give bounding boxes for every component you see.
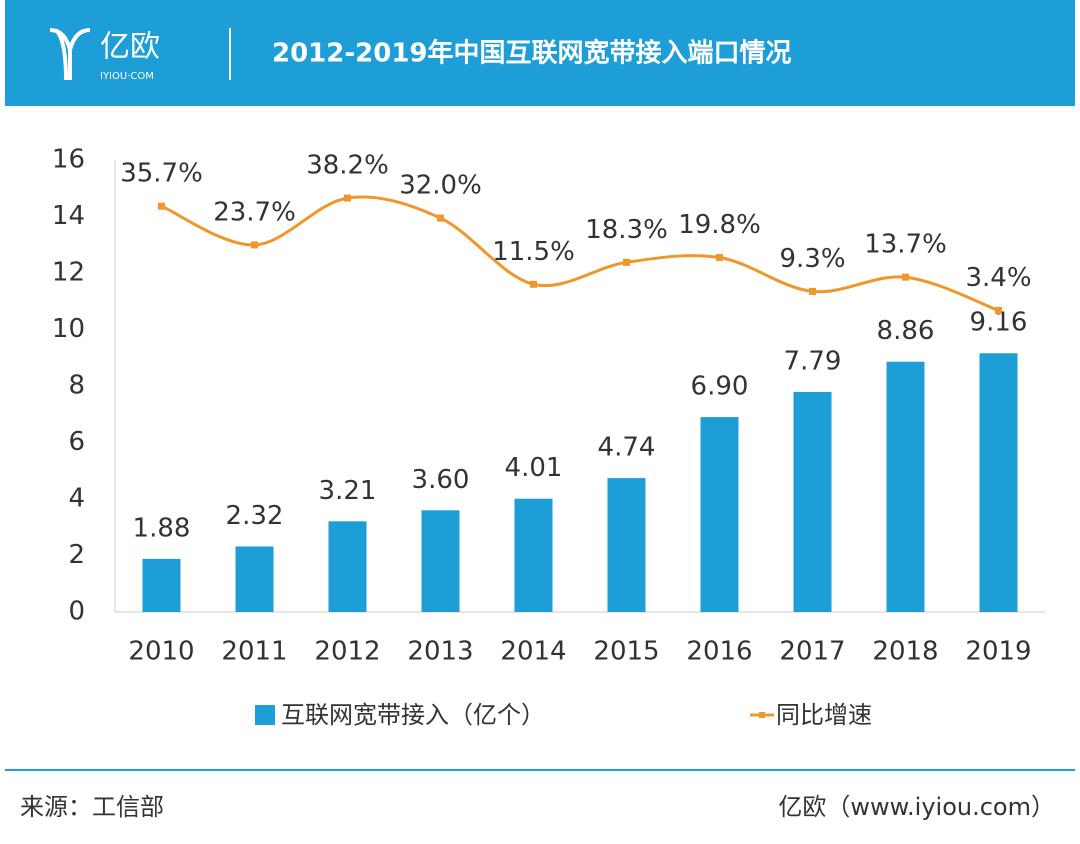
line-marker: [716, 254, 723, 262]
source: 来源：工信部: [20, 793, 164, 821]
x-tick-label: 2015: [593, 637, 659, 667]
bar: [886, 361, 925, 612]
line-value-label: 18.3%: [585, 215, 668, 245]
logo-domain: IYIOU·COM: [100, 71, 154, 82]
line-marker: [902, 273, 909, 281]
x-tick-label: 2011: [221, 637, 287, 667]
y-tick-label: 8: [68, 371, 85, 401]
line-value-label: 9.3%: [779, 244, 845, 274]
line: [160, 195, 1000, 312]
legend-swatch: [759, 712, 765, 718]
bar-value-label: 6.90: [691, 372, 749, 402]
credit: 亿欧（www.iyiou.com）: [778, 793, 1055, 821]
bar: [979, 353, 1018, 612]
bar-value-label: 4.74: [598, 433, 656, 463]
bar-value-label: 1.88: [133, 513, 191, 543]
chart-title: 2012-2019年中国互联网宽带接入端口情况: [272, 38, 792, 69]
legend-swatch: [255, 705, 275, 725]
header-band: [5, 0, 1075, 106]
logo-name: 亿欧: [100, 30, 160, 65]
line-marker: [158, 202, 165, 210]
line-marker: [995, 306, 1002, 314]
line-marker: [530, 280, 537, 288]
bar-value-label: 2.32: [226, 501, 284, 531]
line-value-label: 32.0%: [399, 171, 482, 201]
y-tick-label: 14: [52, 201, 85, 231]
bar-value-label: 4.01: [505, 453, 563, 483]
logo-icon: [49, 28, 91, 81]
line-marker: [623, 258, 630, 266]
line-marker: [251, 241, 258, 249]
bar: [142, 558, 181, 612]
bar: [607, 478, 646, 612]
y-tick-label: 6: [68, 427, 85, 457]
line-marker: [437, 214, 444, 222]
line-value-label: 19.8%: [678, 210, 761, 240]
y-tick-label: 16: [52, 145, 85, 175]
line-value-label: 11.5%: [492, 237, 575, 267]
line-value-label: 13.7%: [864, 230, 947, 260]
x-tick-label: 2013: [407, 637, 473, 667]
x-tick-label: 2016: [686, 637, 752, 667]
line-value-label: 35.7%: [120, 159, 203, 189]
y-tick-label: 12: [52, 258, 85, 288]
bar-value-label: 8.86: [877, 316, 935, 346]
legend-label: 同比增速: [776, 701, 872, 729]
line-value-label: 3.4%: [965, 263, 1031, 293]
y-tick-label: 10: [52, 314, 85, 344]
line-marker: [809, 287, 816, 295]
x-tick-label: 2018: [872, 637, 938, 667]
line-marker: [344, 194, 351, 202]
y-tick-label: 2: [68, 540, 85, 570]
x-tick-label: 2012: [314, 637, 380, 667]
line-value-label: 23.7%: [213, 197, 296, 227]
x-tick-label: 2017: [779, 637, 845, 667]
bar-value-label: 3.21: [319, 476, 377, 506]
x-tick-label: 2014: [500, 637, 566, 667]
legend-label: 互联网宽带接入（亿个）: [281, 701, 545, 729]
x-tick-label: 2019: [965, 637, 1031, 667]
line-value-label: 38.2%: [306, 151, 389, 181]
y-tick-label: 4: [68, 484, 85, 514]
bar: [700, 417, 739, 612]
bar: [514, 498, 553, 612]
x-tick-label: 2010: [128, 637, 194, 667]
bar: [328, 521, 367, 612]
bar: [421, 510, 460, 612]
bar: [235, 546, 274, 612]
bar: [793, 391, 832, 612]
y-tick-label: 0: [68, 597, 85, 627]
bar-value-label: 3.60: [412, 465, 470, 495]
bar-value-label: 7.79: [784, 346, 842, 376]
